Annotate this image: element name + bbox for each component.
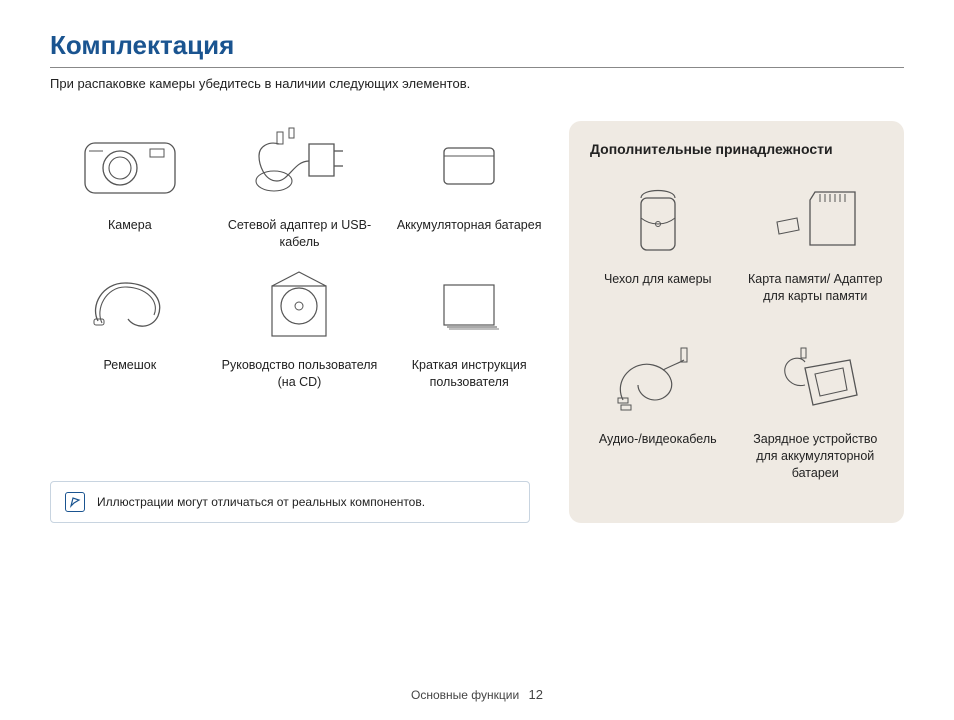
memory-card-icon xyxy=(742,175,890,265)
quick-manual-icon xyxy=(389,261,549,351)
page-title: Комплектация xyxy=(50,30,904,68)
item-camera: Камера xyxy=(50,121,210,251)
item-strap: Ремешок xyxy=(50,261,210,391)
cd-manual-icon xyxy=(220,261,380,351)
charger-icon xyxy=(742,335,890,425)
page-number: 12 xyxy=(529,687,543,702)
camera-icon xyxy=(50,121,210,211)
accessory-charger: Зарядное устройство для аккумуляторной б… xyxy=(742,335,890,482)
av-cable-icon xyxy=(584,335,732,425)
item-label: Зарядное устройство для аккумуляторной б… xyxy=(742,431,890,482)
item-label: Аккумуляторная батарея xyxy=(389,217,549,234)
footer-section: Основные функции xyxy=(411,688,519,702)
item-battery: Аккумуляторная батарея xyxy=(389,121,549,251)
item-label: Аудио-/видеокабель xyxy=(584,431,732,448)
accessory-case: Чехол для камеры xyxy=(584,175,732,305)
accessories-panel: Дополнительные принадлежности Чехол для … xyxy=(569,121,904,523)
item-label: Карта памяти/ Адаптер для карты памяти xyxy=(742,271,890,305)
camera-case-icon xyxy=(584,175,732,265)
accessory-av-cable: Аудио-/видеокабель xyxy=(584,335,732,482)
accessories-grid: Чехол для камеры Карта памяти/ Адаптер д… xyxy=(584,175,889,481)
page-subtitle: При распаковке камеры убедитесь в наличи… xyxy=(50,76,904,91)
accessories-title: Дополнительные принадлежности xyxy=(584,141,889,157)
item-label: Камера xyxy=(50,217,210,234)
item-adapter-cable: Сетевой адаптер и USB-кабель xyxy=(220,121,380,251)
item-label: Руководство пользователя (на CD) xyxy=(220,357,380,391)
item-label: Сетевой адаптер и USB-кабель xyxy=(220,217,380,251)
battery-icon xyxy=(389,121,549,211)
item-label: Ремешок xyxy=(50,357,210,374)
content-row: Камера Сетевой адаптер и USB-кабель xyxy=(50,121,904,523)
note-box: Иллюстрации могут отличаться от реальных… xyxy=(50,481,530,523)
item-cd-manual: Руководство пользователя (на CD) xyxy=(220,261,380,391)
accessory-memory-card: Карта памяти/ Адаптер для карты памяти xyxy=(742,175,890,305)
item-label: Чехол для камеры xyxy=(584,271,732,288)
page-footer: Основные функции 12 xyxy=(0,687,954,702)
item-quick-manual: Краткая инструкция пользователя xyxy=(389,261,549,391)
item-label: Краткая инструкция пользователя xyxy=(389,357,549,391)
included-items-grid: Камера Сетевой адаптер и USB-кабель xyxy=(50,121,549,391)
strap-icon xyxy=(50,261,210,351)
included-items-panel: Камера Сетевой адаптер и USB-кабель xyxy=(50,121,549,523)
note-text: Иллюстрации могут отличаться от реальных… xyxy=(97,495,425,509)
note-icon xyxy=(65,492,85,512)
adapter-cable-icon xyxy=(220,121,380,211)
